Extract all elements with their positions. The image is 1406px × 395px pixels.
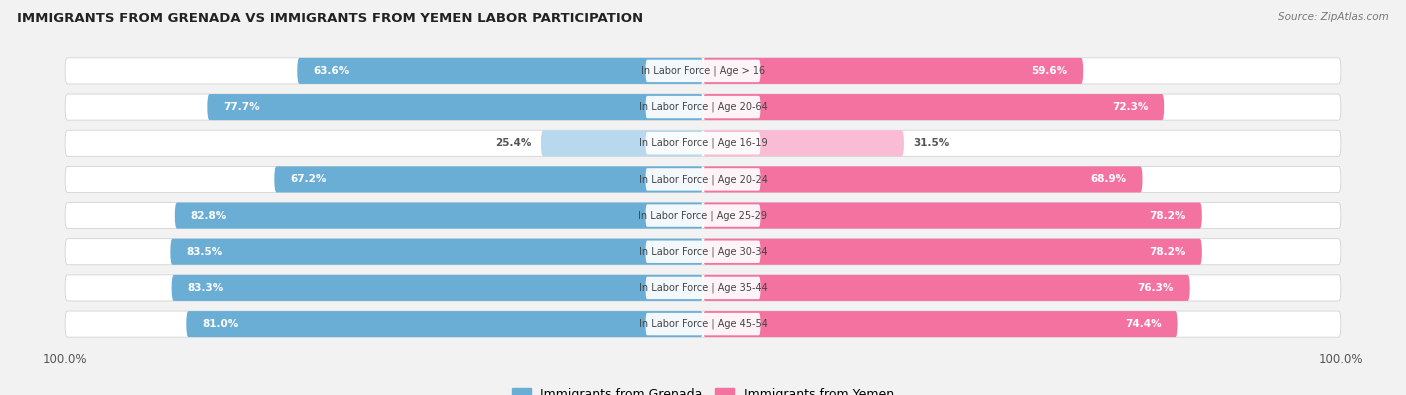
FancyBboxPatch shape <box>174 203 703 229</box>
FancyBboxPatch shape <box>703 94 1164 120</box>
FancyBboxPatch shape <box>297 58 703 84</box>
Text: In Labor Force | Age 20-64: In Labor Force | Age 20-64 <box>638 102 768 112</box>
FancyBboxPatch shape <box>170 239 703 265</box>
Text: 31.5%: 31.5% <box>914 138 950 148</box>
Text: Source: ZipAtlas.com: Source: ZipAtlas.com <box>1278 12 1389 22</box>
Text: 78.2%: 78.2% <box>1150 211 1185 220</box>
FancyBboxPatch shape <box>65 94 1341 120</box>
FancyBboxPatch shape <box>65 311 1341 337</box>
FancyBboxPatch shape <box>703 58 1083 84</box>
Text: 59.6%: 59.6% <box>1031 66 1067 76</box>
Text: 76.3%: 76.3% <box>1137 283 1174 293</box>
Text: 77.7%: 77.7% <box>224 102 260 112</box>
FancyBboxPatch shape <box>172 275 703 301</box>
Legend: Immigrants from Grenada, Immigrants from Yemen: Immigrants from Grenada, Immigrants from… <box>506 382 900 395</box>
FancyBboxPatch shape <box>645 241 761 263</box>
FancyBboxPatch shape <box>645 60 761 82</box>
Text: In Labor Force | Age 35-44: In Labor Force | Age 35-44 <box>638 283 768 293</box>
Text: In Labor Force | Age 16-19: In Labor Force | Age 16-19 <box>638 138 768 149</box>
FancyBboxPatch shape <box>703 275 1189 301</box>
FancyBboxPatch shape <box>65 239 1341 265</box>
FancyBboxPatch shape <box>65 275 1341 301</box>
FancyBboxPatch shape <box>645 313 761 335</box>
FancyBboxPatch shape <box>703 311 1178 337</box>
Text: IMMIGRANTS FROM GRENADA VS IMMIGRANTS FROM YEMEN LABOR PARTICIPATION: IMMIGRANTS FROM GRENADA VS IMMIGRANTS FR… <box>17 12 643 25</box>
Text: 72.3%: 72.3% <box>1112 102 1149 112</box>
FancyBboxPatch shape <box>207 94 703 120</box>
FancyBboxPatch shape <box>703 203 1202 229</box>
FancyBboxPatch shape <box>645 277 761 299</box>
Text: In Labor Force | Age 25-29: In Labor Force | Age 25-29 <box>638 210 768 221</box>
Text: 81.0%: 81.0% <box>202 319 239 329</box>
FancyBboxPatch shape <box>65 166 1341 192</box>
FancyBboxPatch shape <box>65 203 1341 229</box>
Text: 68.9%: 68.9% <box>1091 175 1126 184</box>
Text: In Labor Force | Age 20-24: In Labor Force | Age 20-24 <box>638 174 768 185</box>
Text: In Labor Force | Age > 16: In Labor Force | Age > 16 <box>641 66 765 76</box>
Text: In Labor Force | Age 30-34: In Labor Force | Age 30-34 <box>638 246 768 257</box>
FancyBboxPatch shape <box>645 204 761 227</box>
Text: 82.8%: 82.8% <box>191 211 226 220</box>
FancyBboxPatch shape <box>703 130 904 156</box>
FancyBboxPatch shape <box>703 239 1202 265</box>
Text: 74.4%: 74.4% <box>1125 319 1161 329</box>
FancyBboxPatch shape <box>645 96 761 118</box>
FancyBboxPatch shape <box>65 58 1341 84</box>
Text: 83.5%: 83.5% <box>186 247 222 257</box>
FancyBboxPatch shape <box>186 311 703 337</box>
Text: In Labor Force | Age 45-54: In Labor Force | Age 45-54 <box>638 319 768 329</box>
FancyBboxPatch shape <box>645 132 761 154</box>
Text: 78.2%: 78.2% <box>1150 247 1185 257</box>
Text: 83.3%: 83.3% <box>187 283 224 293</box>
Text: 25.4%: 25.4% <box>495 138 531 148</box>
FancyBboxPatch shape <box>703 166 1143 192</box>
Text: 63.6%: 63.6% <box>314 66 350 76</box>
FancyBboxPatch shape <box>645 168 761 191</box>
FancyBboxPatch shape <box>541 130 703 156</box>
FancyBboxPatch shape <box>274 166 703 192</box>
FancyBboxPatch shape <box>65 130 1341 156</box>
Text: 67.2%: 67.2% <box>290 175 326 184</box>
